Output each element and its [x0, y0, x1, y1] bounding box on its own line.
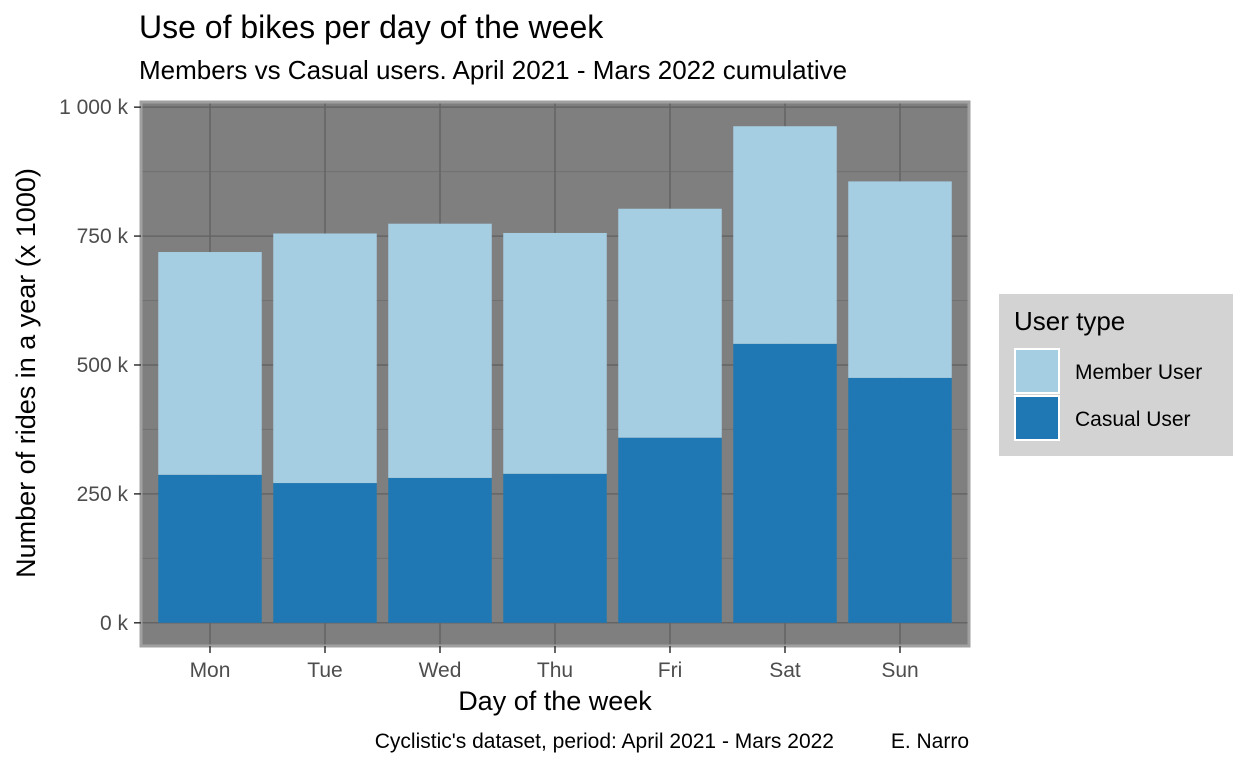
y-axis: 0 k 250 k 500 k 750 k 1 000 k — [59, 96, 141, 635]
bar-member-user-fri — [618, 208, 722, 438]
y-axis-title: Number of rides in a year (x 1000) — [11, 168, 41, 578]
legend-key-member-user — [1014, 348, 1060, 394]
chart-caption-author: E. Narro — [891, 730, 969, 753]
x-axis-title: Day of the week — [458, 686, 652, 716]
bar-casual-user-sun — [848, 377, 952, 623]
x-tick-label: Sat — [769, 659, 801, 682]
legend-label-casual-user: Casual User — [1075, 408, 1191, 431]
bars — [158, 126, 952, 623]
y-tick-label: 0 k — [100, 612, 129, 635]
bar-member-user-sat — [733, 126, 837, 344]
bar-casual-user-thu — [503, 473, 607, 623]
bar-casual-user-fri — [618, 437, 722, 623]
bar-member-user-mon — [158, 252, 262, 475]
y-tick-label: 500 k — [77, 354, 129, 377]
x-tick-label: Thu — [537, 659, 573, 682]
chart-subtitle: Members vs Casual users. April 2021 - Ma… — [139, 55, 847, 85]
x-tick-label: Mon — [190, 659, 231, 682]
legend: User type Member User Casual User — [999, 294, 1233, 456]
x-tick-label: Fri — [658, 659, 683, 682]
legend-key-casual-user — [1014, 395, 1060, 441]
legend-title: User type — [1014, 306, 1125, 336]
legend-label-member-user: Member User — [1075, 361, 1202, 384]
plot-panel — [139, 100, 971, 648]
chart-caption: Cyclistic's dataset, period: April 2021 … — [375, 730, 834, 753]
bar-member-user-sun — [848, 181, 952, 378]
bar-casual-user-mon — [158, 474, 262, 623]
x-axis: Mon Tue Wed Thu Fri Sat Sun — [190, 646, 919, 682]
bar-member-user-wed — [388, 223, 492, 478]
y-tick-label: 250 k — [77, 483, 129, 506]
y-tick-label: 750 k — [77, 225, 129, 248]
bar-casual-user-wed — [388, 477, 492, 623]
bar-member-user-thu — [503, 232, 607, 474]
y-tick-label: 1 000 k — [59, 96, 128, 119]
x-tick-label: Tue — [307, 659, 342, 682]
x-tick-label: Sun — [881, 659, 918, 682]
x-tick-label: Wed — [419, 659, 462, 682]
bar-casual-user-sat — [733, 343, 837, 623]
bar-casual-user-tue — [273, 483, 377, 623]
bar-member-user-tue — [273, 233, 377, 484]
legend-items: Member User Casual User — [1014, 348, 1202, 441]
chart-title: Use of bikes per day of the week — [139, 9, 604, 45]
